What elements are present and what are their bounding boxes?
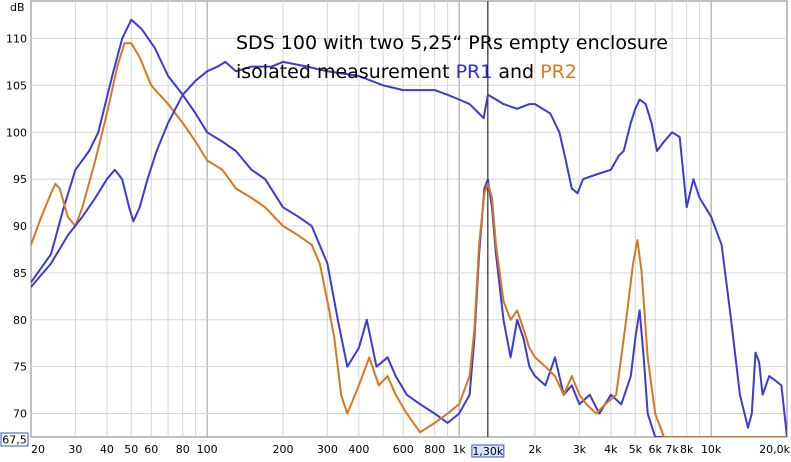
x-tick-label: 5k <box>629 443 643 456</box>
cursor-readout-box[interactable] <box>471 444 505 458</box>
x-tick-label: 20,0k <box>759 443 790 456</box>
x-tick-label: 7k <box>665 443 679 456</box>
x-tick-label: 200 <box>273 443 294 456</box>
y-tick-label: 110 <box>6 33 27 46</box>
x-tick-label: 3k <box>573 443 587 456</box>
cursor-readout: 1,30k <box>472 445 503 458</box>
x-tick-label: 10k <box>701 443 722 456</box>
y-tick-label: 75 <box>13 361 27 374</box>
series-line-1 <box>31 18 787 437</box>
x-tick-label: 20 <box>31 443 45 456</box>
x-tick-label: 400 <box>348 443 369 456</box>
x-tick-label: 30 <box>68 443 82 456</box>
x-tick-label: 800 <box>424 443 445 456</box>
chart-title-line-2: isolated measurement PR1 and PR2 <box>236 61 577 83</box>
y-tick-label: 85 <box>13 267 27 280</box>
x-tick-label: 8k <box>680 443 694 456</box>
series-line-2 <box>31 42 787 437</box>
y-tick-label: 105 <box>6 79 27 92</box>
y-tick-label: 90 <box>13 220 27 233</box>
series-layer <box>31 18 787 437</box>
y-tick-label: 80 <box>13 314 27 327</box>
y-min-readout-box[interactable] <box>0 432 29 447</box>
x-tick-label: 50 <box>124 443 138 456</box>
x-tick-label: 6k <box>649 443 663 456</box>
y-tick-label: 100 <box>6 126 27 139</box>
x-tick-label: 4k <box>604 443 618 456</box>
y-min-readout: 67,5 <box>2 434 27 447</box>
title-pr2: PR2 <box>540 61 577 83</box>
title-prefix: isolated measurement <box>236 61 456 83</box>
x-tick-label: 300 <box>317 443 338 456</box>
x-tick-label: 80 <box>176 443 190 456</box>
x-tick-label: 40 <box>100 443 114 456</box>
x-tick-label: 1k <box>452 443 466 456</box>
y-tick-label: 95 <box>13 173 27 186</box>
series-line-3 <box>31 60 787 437</box>
plot-frame <box>30 0 788 438</box>
x-tick-label: 2k <box>528 443 542 456</box>
title-mid: and <box>492 61 540 83</box>
y-tick-label: 70 <box>13 408 27 421</box>
title-pr1: PR1 <box>456 61 493 83</box>
x-tick-label: 60 <box>144 443 158 456</box>
x-tick-label: 600 <box>393 443 414 456</box>
axis-layer: 70 75 80 85 90 95 100 105 110 20 30 40 50 60 80 100 200 3… <box>0 33 791 458</box>
chart-title-line-1: SDS 100 with two 5,25“ PRs empty enclosu… <box>236 32 668 54</box>
grid-layer <box>30 0 788 438</box>
y-axis-unit-label: dB <box>10 1 25 14</box>
x-tick-label: 100 <box>197 443 218 456</box>
